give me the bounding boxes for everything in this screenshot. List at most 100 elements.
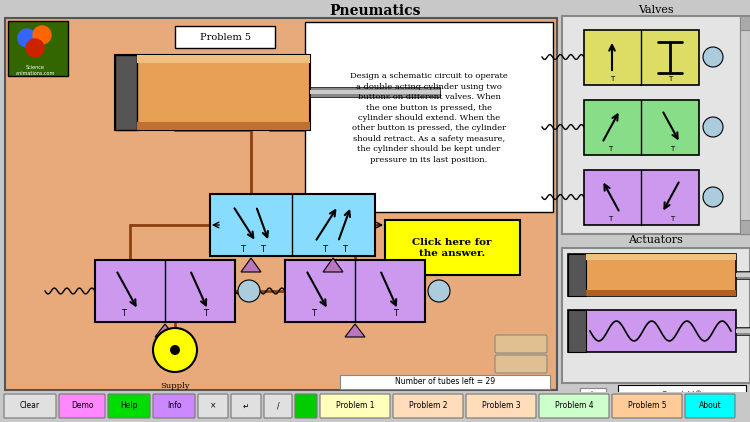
Bar (8, 21, 68, 76)
Text: T: T (343, 246, 347, 254)
Polygon shape (241, 258, 261, 272)
FancyBboxPatch shape (539, 394, 609, 418)
Circle shape (238, 280, 260, 302)
Text: T: T (311, 309, 316, 319)
Text: Problem 1: Problem 1 (336, 401, 374, 411)
Polygon shape (582, 392, 602, 407)
Text: Demo: Demo (70, 401, 93, 411)
FancyBboxPatch shape (153, 394, 195, 418)
Text: Pneumatics: Pneumatics (329, 4, 421, 18)
Text: Actuators: Actuators (628, 235, 683, 245)
Text: Problem 4: Problem 4 (555, 401, 593, 411)
Circle shape (703, 117, 723, 137)
FancyBboxPatch shape (231, 394, 261, 418)
Text: Problem 5: Problem 5 (200, 32, 250, 41)
Circle shape (153, 328, 197, 372)
Text: Science
animations.com: Science animations.com (15, 65, 55, 76)
Bar (736, 273, 750, 277)
Polygon shape (345, 324, 365, 337)
Bar (736, 327, 750, 335)
Bar (340, 375, 550, 389)
Bar (584, 30, 699, 85)
Bar (310, 87, 440, 97)
Text: Valves: Valves (638, 5, 674, 15)
Text: T: T (322, 246, 328, 254)
Bar (568, 310, 586, 352)
FancyBboxPatch shape (320, 394, 390, 418)
Text: T: T (394, 309, 398, 319)
Circle shape (18, 29, 36, 47)
Bar (580, 388, 606, 408)
FancyBboxPatch shape (393, 394, 463, 418)
FancyBboxPatch shape (295, 394, 317, 418)
Bar (568, 310, 736, 352)
Text: Problem 3: Problem 3 (482, 401, 520, 411)
Bar (305, 22, 553, 212)
Text: Problem 5: Problem 5 (628, 401, 666, 411)
Bar (736, 329, 750, 333)
Bar (310, 90, 440, 94)
Circle shape (170, 345, 180, 355)
Text: Clear: Clear (20, 401, 40, 411)
Text: Info: Info (166, 401, 182, 411)
FancyBboxPatch shape (685, 394, 735, 418)
Text: T: T (260, 246, 266, 254)
Bar (562, 16, 750, 234)
Text: T: T (608, 216, 612, 222)
FancyBboxPatch shape (495, 355, 547, 373)
Circle shape (26, 39, 44, 57)
FancyBboxPatch shape (612, 394, 682, 418)
Bar (562, 0, 750, 422)
Text: T: T (668, 76, 672, 82)
Bar (210, 194, 375, 256)
Circle shape (33, 26, 51, 44)
Text: T: T (203, 309, 208, 319)
Text: ×: × (210, 401, 216, 411)
Bar (0, 392, 750, 422)
Bar (95, 260, 235, 322)
FancyBboxPatch shape (198, 394, 228, 418)
Bar (175, 26, 275, 48)
Text: Design a schematic circuit to operate
a double acting cylinder using two
buttons: Design a schematic circuit to operate a … (350, 73, 508, 164)
Bar (385, 220, 520, 275)
Bar (137, 55, 310, 63)
Circle shape (703, 47, 723, 67)
Bar (740, 16, 750, 234)
Text: Copyright©
Peet van Schalkwyk
& Willie Smit: Copyright© Peet van Schalkwyk & Willie S… (647, 391, 717, 413)
Bar (285, 260, 425, 322)
Bar (586, 290, 736, 296)
Text: T: T (241, 246, 245, 254)
Text: Exhausts: Exhausts (574, 411, 610, 420)
FancyBboxPatch shape (264, 394, 292, 418)
Bar (137, 122, 310, 130)
Text: T: T (670, 216, 674, 222)
Bar (736, 271, 750, 279)
Text: ↵: ↵ (243, 401, 249, 411)
Bar (568, 254, 586, 296)
Bar (586, 254, 736, 260)
Text: T: T (610, 76, 614, 82)
Text: Supply: Supply (160, 382, 190, 390)
Polygon shape (582, 392, 602, 407)
Bar (115, 55, 310, 130)
Text: Help: Help (120, 401, 138, 411)
Text: T: T (608, 146, 612, 152)
Circle shape (703, 187, 723, 207)
Text: Problem 2: Problem 2 (409, 401, 447, 411)
Bar (0, 0, 750, 18)
Bar (740, 16, 750, 30)
Bar (584, 100, 699, 155)
Bar (584, 170, 699, 225)
FancyBboxPatch shape (495, 335, 547, 353)
Polygon shape (323, 258, 343, 272)
Bar (740, 220, 750, 234)
Bar (115, 55, 137, 130)
Text: About: About (699, 401, 721, 411)
Text: /: / (277, 401, 279, 411)
Text: Number of tubes left = 29: Number of tubes left = 29 (395, 378, 495, 387)
FancyBboxPatch shape (108, 394, 150, 418)
FancyBboxPatch shape (59, 394, 105, 418)
Bar (568, 254, 736, 296)
Bar (562, 248, 750, 383)
Text: T: T (670, 146, 674, 152)
